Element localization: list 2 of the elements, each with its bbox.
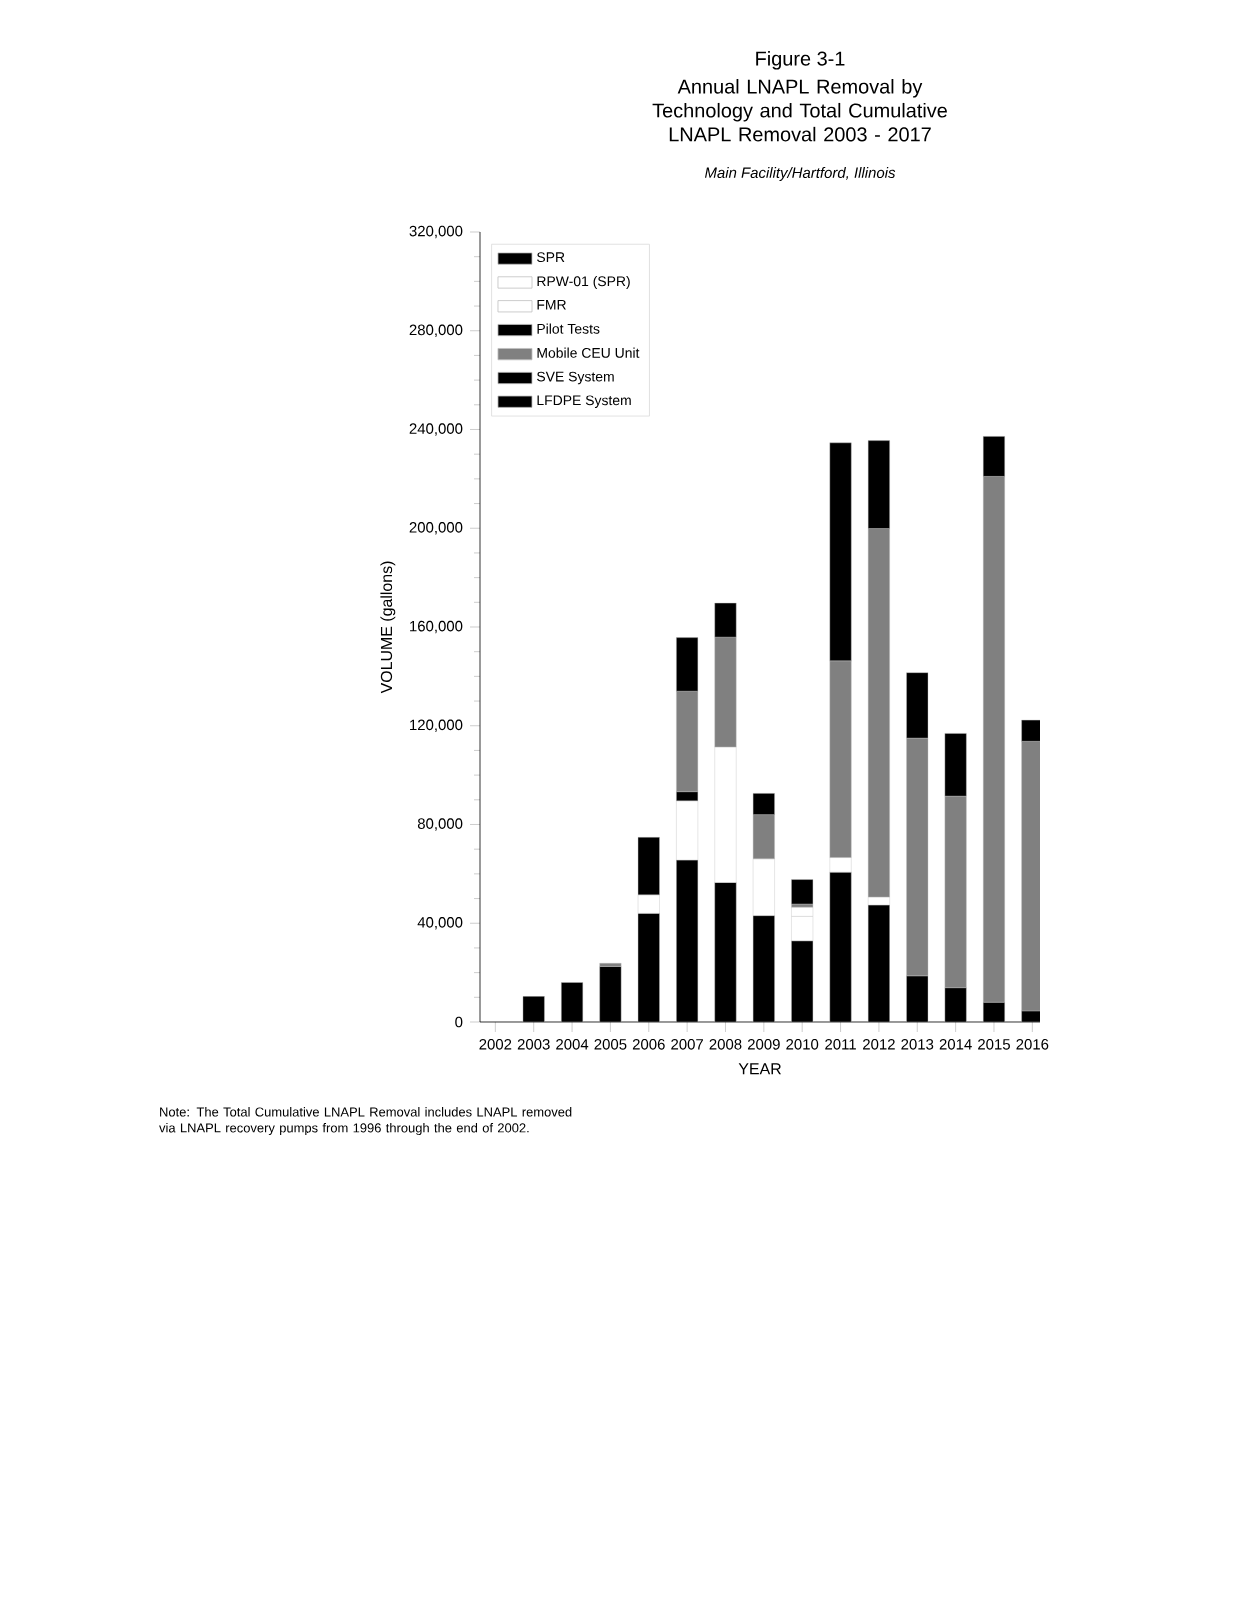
chart-subtitle: Annual LNAPL Removal by Technology and Total Cumulative LNAPL Removal 2003 - 2017 <box>652 79 947 142</box>
chart-title: Figure 3-1 <box>756 51 845 70</box>
